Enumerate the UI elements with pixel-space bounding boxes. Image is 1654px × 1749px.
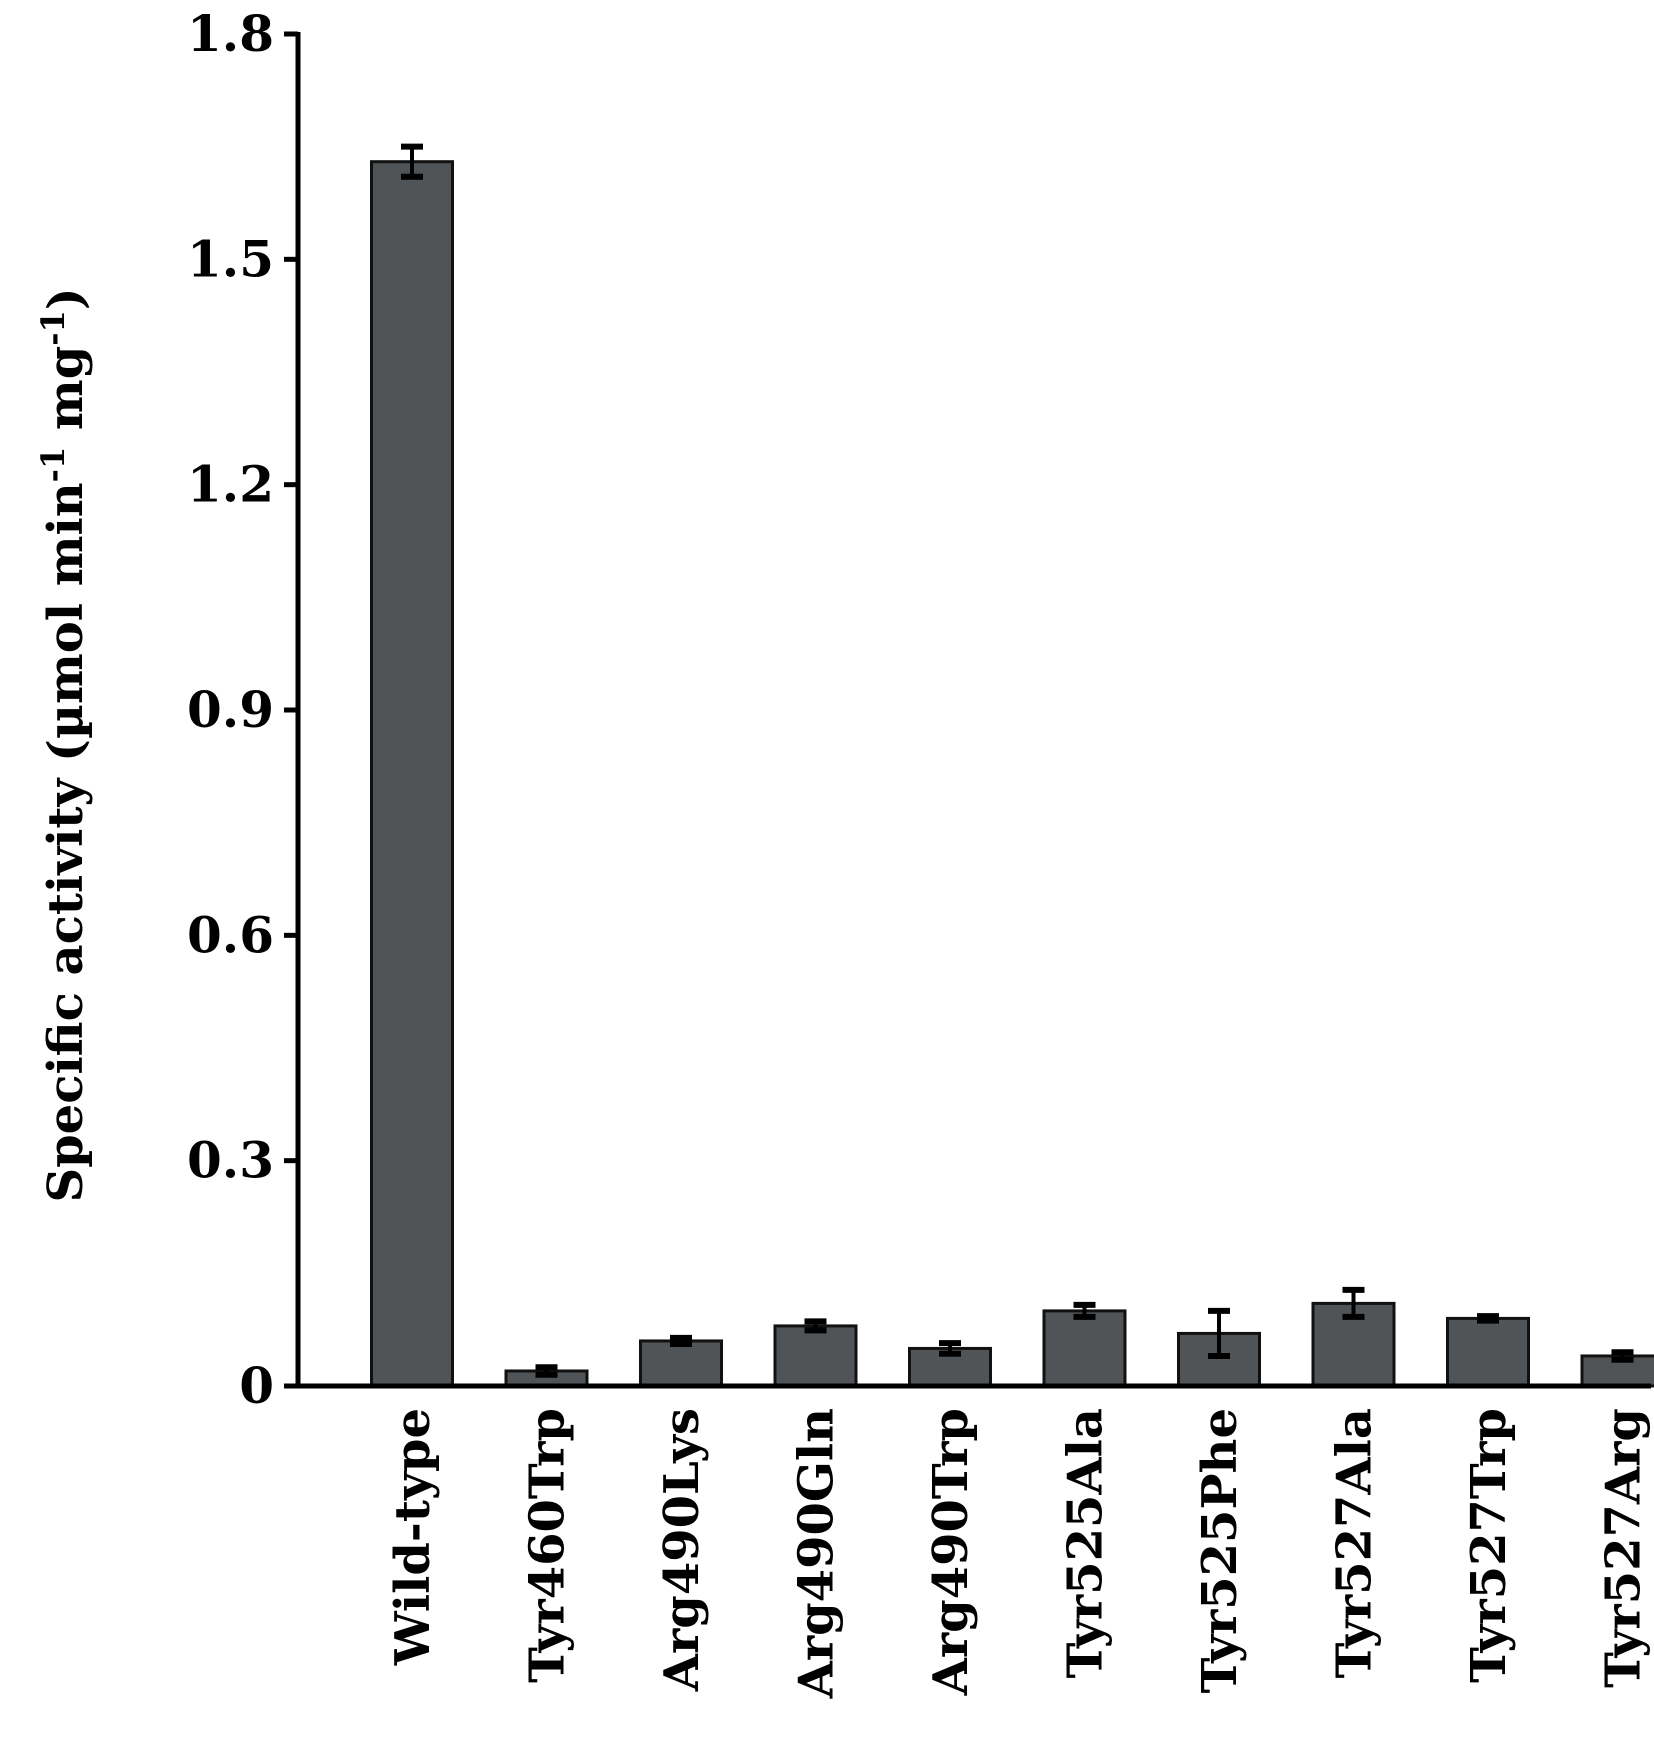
- x-category-label: Tyr525Ala: [1058, 1408, 1114, 1678]
- y-axis-title: Specific activity (µmol min-1 mg-1): [34, 287, 94, 1202]
- error-bar: [1611, 1349, 1634, 1363]
- error-bar: [401, 143, 423, 180]
- bar: [773, 1324, 858, 1388]
- error-bar: [670, 1334, 692, 1347]
- x-category-label: Wild-type: [385, 1408, 441, 1666]
- error-bar: [1342, 1286, 1365, 1320]
- x-category-label: Arg490Lys: [654, 1408, 710, 1692]
- bar: [1042, 1309, 1127, 1388]
- x-category-label: Tyr527Arg: [1596, 1408, 1652, 1688]
- x-category-label: Tyr460Trp: [520, 1408, 576, 1683]
- bar: [370, 160, 454, 1388]
- x-category-label: Arg490Gln: [789, 1408, 845, 1699]
- y-tick-label: 0.9: [187, 680, 274, 739]
- y-tick-label: 0.3: [187, 1131, 274, 1190]
- y-tick-label: 1.5: [187, 229, 274, 288]
- x-axis-labels: Wild-type Tyr460Trp Arg490Lys Arg490Gln Arg4…: [385, 1408, 1652, 1699]
- x-category-label: Tyr527Ala: [1327, 1408, 1383, 1678]
- bar: [639, 1339, 723, 1388]
- x-category-label: Tyr527Trp: [1461, 1408, 1517, 1683]
- y-axis-title-main: Specific activity (µmol min: [38, 482, 94, 1202]
- x-category-label: Tyr525Phe: [1192, 1408, 1248, 1693]
- y-tick-label: 0.6: [187, 905, 274, 964]
- y-axis-title-mid: mg: [38, 346, 94, 447]
- error-bar: [535, 1364, 558, 1378]
- y-tick-label: 0: [239, 1356, 274, 1415]
- error-bar: [939, 1340, 961, 1357]
- error-bar: [804, 1318, 827, 1334]
- y-axis-ticks: 0 0.3 0.6 0.9 1.2 1.5 1.8: [187, 4, 298, 1415]
- error-bars: [401, 143, 1634, 1378]
- error-bar: [1477, 1313, 1499, 1324]
- y-axis-title-sup2: -1: [34, 310, 72, 346]
- x-category-label: Arg490Trp: [923, 1408, 979, 1696]
- bars: [370, 160, 1654, 1388]
- svg-text:Specific activity (µmol min-1: Specific activity (µmol min-1 mg-1): [34, 287, 94, 1202]
- error-bar: [1073, 1301, 1096, 1320]
- bar: [1446, 1316, 1530, 1388]
- error-bar: [1208, 1307, 1230, 1359]
- y-tick-label: 1.8: [187, 4, 274, 63]
- y-axis-title-end: ): [38, 287, 94, 310]
- y-tick-label: 1.2: [187, 455, 274, 514]
- y-axis-title-sup1: -1: [34, 447, 72, 483]
